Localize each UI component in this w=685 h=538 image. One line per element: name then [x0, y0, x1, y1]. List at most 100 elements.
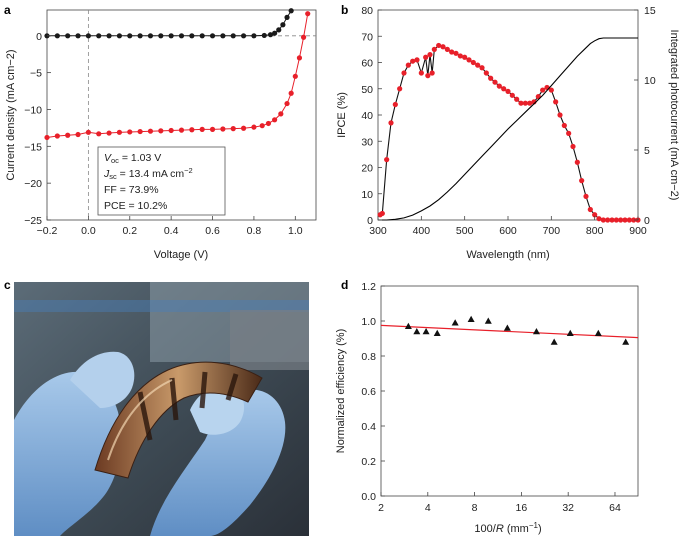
- y-tick-label-a: −5: [30, 68, 42, 80]
- y-axis-label-b: IPCE (%): [336, 92, 348, 138]
- data-point-a-0: [240, 33, 247, 39]
- data-point-b: [609, 217, 615, 223]
- data-point-b: [466, 57, 472, 63]
- annotation-box-a: Voc = 1.03 V Jsc = 13.4 mA cm−2 FF = 73.…: [97, 146, 226, 216]
- panel-label-b: b: [341, 3, 348, 17]
- x-tick-label-d: 16: [516, 502, 528, 514]
- data-point-b: [479, 65, 485, 71]
- data-point-d: [451, 319, 459, 326]
- data-point-b: [514, 96, 520, 102]
- y-tick-label-d: 0.2: [361, 456, 376, 468]
- data-point-a-0: [251, 33, 257, 39]
- data-point-a-1: [300, 34, 307, 40]
- data-point-a-1: [75, 131, 81, 138]
- data-point-a-0: [75, 33, 81, 39]
- right-glove: [150, 389, 286, 536]
- data-point-a-0: [65, 33, 71, 39]
- y-tick-label-a: −10: [24, 104, 42, 116]
- data-point-b: [444, 46, 450, 52]
- data-point-b: [457, 53, 463, 59]
- x-tick-label-b: 300: [369, 225, 387, 237]
- data-point-b: [397, 86, 403, 92]
- x-axis-label-a: Voltage (V): [154, 249, 208, 261]
- x-tick-label-a: 0.2: [122, 225, 137, 237]
- data-point-b: [587, 206, 593, 213]
- data-point-a-1: [278, 111, 284, 117]
- y-tick-label-d: 0.0: [361, 491, 376, 503]
- data-point-a-1: [305, 11, 311, 17]
- data-point-b: [501, 86, 507, 92]
- x-tick-label-d: 32: [562, 502, 574, 514]
- y-tick-label-d: 0.8: [361, 351, 376, 363]
- data-point-a-1: [240, 125, 247, 131]
- left-glove-finger: [70, 351, 135, 408]
- chart-panel-b: 300 400 500 600 700 800 9000102030405060708005…: [336, 5, 680, 261]
- data-point-d: [467, 315, 475, 323]
- x-tick-label-b: 400: [413, 225, 431, 237]
- cell-electrode-3: [199, 371, 208, 409]
- data-point-b: [631, 217, 637, 223]
- x-axis-label-b: Wavelength (nm): [466, 249, 549, 261]
- x-tick-label-b: 900: [629, 225, 647, 237]
- data-point-d: [422, 328, 430, 335]
- data-point-a-0: [284, 14, 290, 20]
- data-point-b: [592, 212, 598, 218]
- data-point-d: [484, 317, 492, 324]
- data-point-b: [384, 157, 390, 163]
- data-point-a-0: [199, 33, 205, 39]
- left-glove: [14, 371, 122, 536]
- data-point-a-0: [147, 33, 154, 39]
- panel-label-a: a: [4, 3, 11, 17]
- data-point-a-1: [265, 120, 272, 127]
- x-tick-label-d: 64: [609, 502, 621, 514]
- y-tick-label-d: 1.0: [361, 316, 376, 328]
- x-tick-label-a: 0.8: [247, 225, 262, 237]
- annotation-ff: FF = 73.9%: [104, 184, 159, 196]
- y-axis-label-right-b: Integrated photocurrent (mA cm−2): [668, 30, 680, 201]
- x-tick-label-b: 700: [543, 225, 561, 237]
- data-point-b: [605, 217, 611, 223]
- data-point-a-0: [85, 33, 91, 39]
- data-point-a-0: [272, 30, 278, 36]
- x-tick-label-b: 600: [499, 225, 517, 237]
- y-tick-label-d: 0.6: [361, 386, 376, 398]
- data-point-b: [622, 217, 628, 223]
- x-tick-label-a: 0.6: [205, 225, 220, 237]
- data-point-a-1: [106, 130, 112, 136]
- data-point-a-1: [251, 124, 257, 130]
- data-point-b: [548, 87, 554, 93]
- x-tick-label-d: 8: [472, 502, 478, 514]
- data-point-b: [453, 50, 459, 56]
- data-point-b: [440, 44, 446, 50]
- data-point-a-1: [96, 131, 102, 137]
- data-point-a-1: [147, 128, 154, 134]
- data-point-a-1: [292, 73, 298, 79]
- data-point-a-1: [259, 123, 265, 129]
- data-point-a-1: [158, 128, 164, 134]
- data-point-b: [431, 46, 437, 52]
- cell-electrode-4: [225, 373, 239, 401]
- x-tick-label-a: 0.4: [164, 225, 179, 237]
- data-point-d: [532, 328, 540, 335]
- plot-frame-a: [46, 9, 317, 221]
- data-point-a-1: [65, 132, 71, 138]
- data-point-b: [392, 101, 398, 108]
- y-tick-label-b: 60: [361, 58, 373, 70]
- data-point-b: [488, 75, 494, 81]
- data-point-b: [410, 58, 416, 64]
- data-point-b: [423, 54, 429, 60]
- data-point-d: [503, 324, 511, 331]
- data-point-a-1: [209, 126, 216, 132]
- data-point-d: [413, 328, 421, 335]
- data-point-a-0: [158, 33, 164, 39]
- series-line-a-1: [46, 13, 309, 138]
- x-tick-label-a: 0.0: [81, 225, 96, 237]
- data-point-a-1: [54, 133, 60, 139]
- y-tick-label-a: 0: [36, 31, 42, 43]
- series-line-b-1: [378, 37, 638, 221]
- x-axis-label-d: 100/R (mm−1): [474, 521, 541, 535]
- y-axis-label-d: Normalized efficiency (%): [335, 329, 347, 454]
- chart-panel-a: −0.2 0.0 0.2 0.4 0.6 0.8 1.0 0 −5 −10 −15 −20 −25 Vo…: [5, 8, 317, 261]
- data-point-b: [583, 193, 589, 199]
